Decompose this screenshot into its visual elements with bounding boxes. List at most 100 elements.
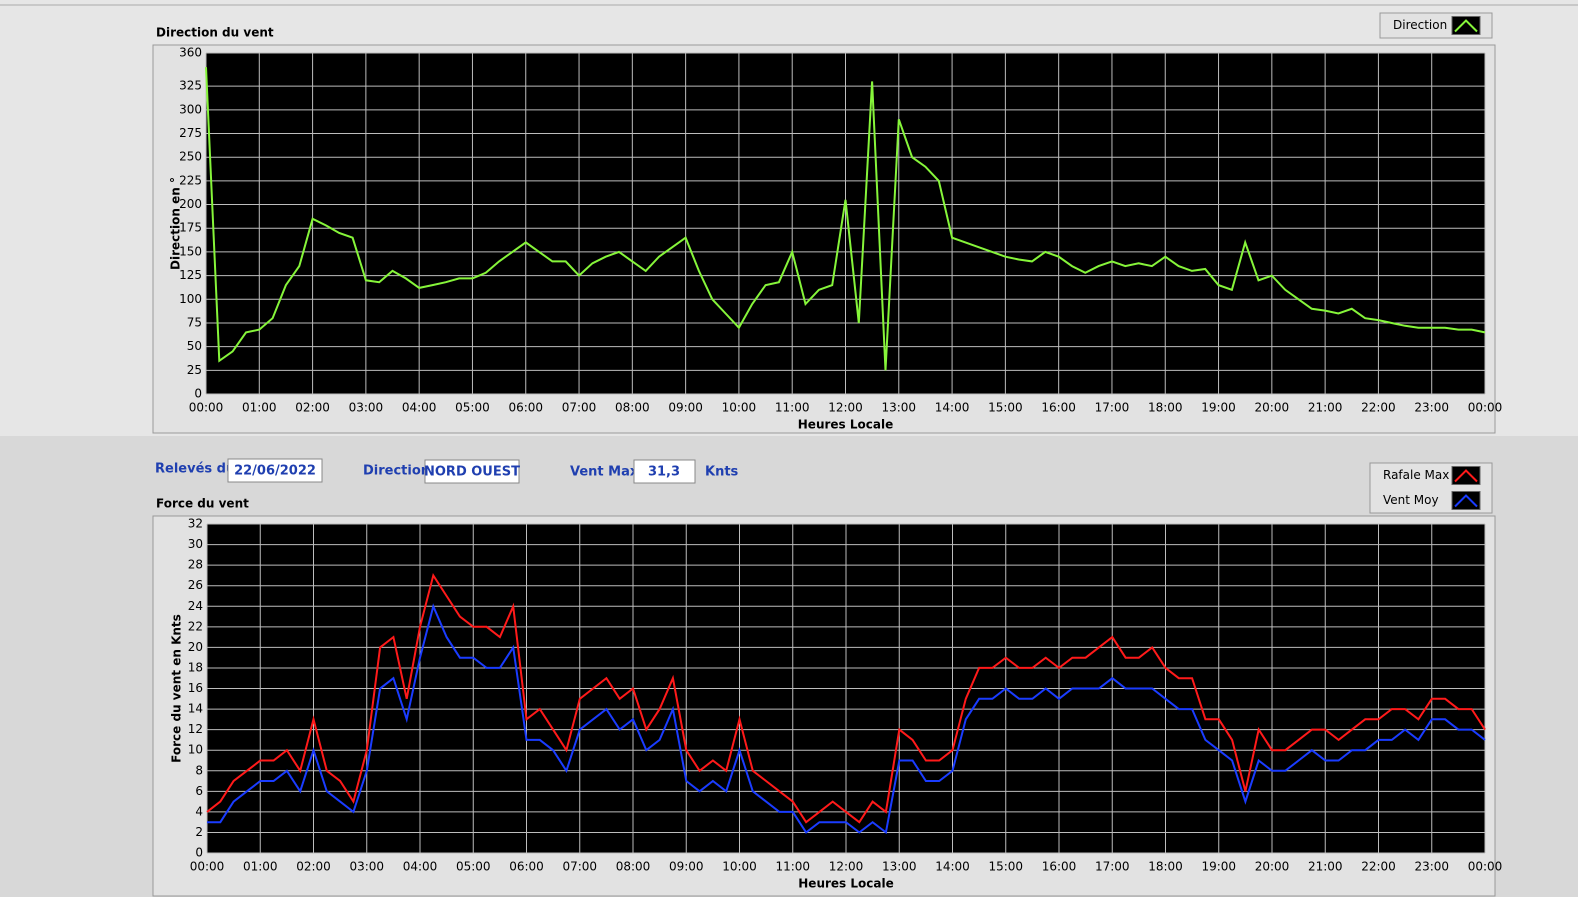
series-line bbox=[207, 603, 1486, 835]
x-tick-label: 13:00 bbox=[881, 401, 916, 415]
x-tick-label: 08:00 bbox=[615, 401, 650, 415]
vent-max-label: Vent Max bbox=[570, 465, 639, 480]
x-tick-label: 02:00 bbox=[296, 860, 331, 874]
vent-max-value: 31,3 bbox=[648, 465, 680, 480]
x-tick-label: 10:00 bbox=[722, 860, 757, 874]
y-tick-label: 150 bbox=[179, 244, 202, 258]
x-tick-label: 01:00 bbox=[243, 860, 278, 874]
x-tick-label: 21:00 bbox=[1308, 860, 1343, 874]
date-value: 22/06/2022 bbox=[234, 464, 316, 479]
date-box[interactable] bbox=[227, 458, 323, 483]
y-tick-label: 18 bbox=[188, 660, 203, 674]
y-tick-label: 14 bbox=[188, 702, 203, 716]
y-tick-label: 26 bbox=[188, 578, 203, 592]
y-axis-label: Force du vent en Knts bbox=[170, 614, 184, 763]
y-tick-label: 2 bbox=[195, 825, 203, 839]
x-tick-label: 09:00 bbox=[668, 401, 703, 415]
y-tick-label: 275 bbox=[179, 126, 202, 140]
x-tick-label: 05:00 bbox=[456, 860, 491, 874]
y-tick-label: 30 bbox=[188, 537, 203, 551]
x-tick-label: 18:00 bbox=[1148, 860, 1183, 874]
x-tick-label: 14:00 bbox=[935, 401, 970, 415]
legend-swatch-line bbox=[1454, 19, 1478, 33]
y-tick-label: 24 bbox=[188, 599, 203, 613]
y-tick-label: 22 bbox=[188, 619, 203, 633]
x-tick-label: 16:00 bbox=[1041, 401, 1076, 415]
x-tick-label: 05:00 bbox=[455, 401, 490, 415]
legend-swatch bbox=[1451, 491, 1481, 510]
y-tick-label: 4 bbox=[195, 804, 203, 818]
x-tick-label: 10:00 bbox=[722, 401, 757, 415]
y-tick-label: 28 bbox=[188, 558, 203, 572]
y-tick-label: 300 bbox=[179, 102, 202, 116]
x-tick-label: 03:00 bbox=[349, 401, 384, 415]
x-tick-label: 06:00 bbox=[508, 401, 543, 415]
x-axis-label: Heures Locale bbox=[798, 877, 893, 891]
x-tick-label: 11:00 bbox=[775, 860, 810, 874]
x-tick-label: 04:00 bbox=[403, 860, 438, 874]
y-tick-label: 12 bbox=[188, 722, 203, 736]
x-tick-label: 21:00 bbox=[1308, 401, 1343, 415]
x-tick-label: 07:00 bbox=[562, 860, 597, 874]
x-tick-label: 11:00 bbox=[775, 401, 810, 415]
unit-label: Knts bbox=[705, 465, 739, 480]
y-tick-label: 175 bbox=[179, 221, 202, 235]
x-tick-label: 07:00 bbox=[562, 401, 597, 415]
y-tick-label: 75 bbox=[187, 315, 202, 329]
series-line bbox=[205, 67, 1486, 371]
x-tick-label: 09:00 bbox=[669, 860, 704, 874]
y-tick-label: 8 bbox=[195, 763, 203, 777]
x-axis-label: Heures Locale bbox=[798, 418, 893, 432]
y-tick-label: 225 bbox=[179, 173, 202, 187]
chart-title: Force du vent bbox=[156, 497, 249, 511]
legend-swatch-line bbox=[1454, 494, 1478, 508]
x-tick-label: 01:00 bbox=[242, 401, 277, 415]
y-tick-label: 32 bbox=[188, 517, 203, 531]
x-tick-label: 00:00 bbox=[1468, 401, 1503, 415]
x-tick-label: 12:00 bbox=[829, 860, 864, 874]
direction-box[interactable] bbox=[424, 459, 520, 484]
x-tick-label: 19:00 bbox=[1201, 401, 1236, 415]
legend-label: Rafale Max bbox=[1383, 468, 1449, 482]
x-tick-label: 15:00 bbox=[988, 860, 1023, 874]
x-tick-label: 12:00 bbox=[828, 401, 863, 415]
y-tick-label: 0 bbox=[194, 387, 202, 401]
x-tick-label: 04:00 bbox=[402, 401, 437, 415]
series-line bbox=[206, 572, 1486, 824]
x-tick-label: 23:00 bbox=[1414, 860, 1449, 874]
x-tick-label: 17:00 bbox=[1095, 860, 1130, 874]
y-tick-label: 200 bbox=[179, 197, 202, 211]
x-tick-label: 17:00 bbox=[1095, 401, 1130, 415]
y-tick-label: 125 bbox=[179, 268, 202, 282]
legend-label: Vent Moy bbox=[1383, 493, 1439, 507]
x-tick-label: 22:00 bbox=[1361, 860, 1396, 874]
y-tick-label: 50 bbox=[187, 339, 202, 353]
x-tick-label: 20:00 bbox=[1255, 401, 1290, 415]
x-tick-label: 08:00 bbox=[616, 860, 651, 874]
y-tick-label: 20 bbox=[188, 640, 203, 654]
x-tick-label: 16:00 bbox=[1042, 860, 1077, 874]
legend-swatch bbox=[1451, 466, 1481, 485]
x-tick-label: 02:00 bbox=[295, 401, 330, 415]
y-tick-label: 6 bbox=[195, 784, 203, 798]
vent-max-box[interactable] bbox=[633, 459, 696, 484]
x-tick-label: 23:00 bbox=[1414, 401, 1449, 415]
x-tick-label: 13:00 bbox=[882, 860, 917, 874]
x-tick-label: 14:00 bbox=[935, 860, 970, 874]
y-tick-label: 0 bbox=[195, 846, 203, 860]
direction-value: NORD OUEST bbox=[424, 465, 520, 480]
x-tick-label: 15:00 bbox=[988, 401, 1023, 415]
x-tick-label: 18:00 bbox=[1148, 401, 1183, 415]
chart-title: Direction du vent bbox=[156, 26, 274, 40]
date-label: Relevés du bbox=[155, 462, 235, 477]
y-tick-label: 250 bbox=[179, 150, 202, 164]
y-axis-label: Direction en ° bbox=[169, 177, 183, 270]
y-tick-label: 16 bbox=[188, 681, 203, 695]
x-tick-label: 06:00 bbox=[509, 860, 544, 874]
y-tick-label: 10 bbox=[188, 743, 203, 757]
y-tick-label: 360 bbox=[179, 46, 202, 60]
x-tick-label: 00:00 bbox=[1468, 860, 1503, 874]
x-tick-label: 00:00 bbox=[190, 860, 225, 874]
